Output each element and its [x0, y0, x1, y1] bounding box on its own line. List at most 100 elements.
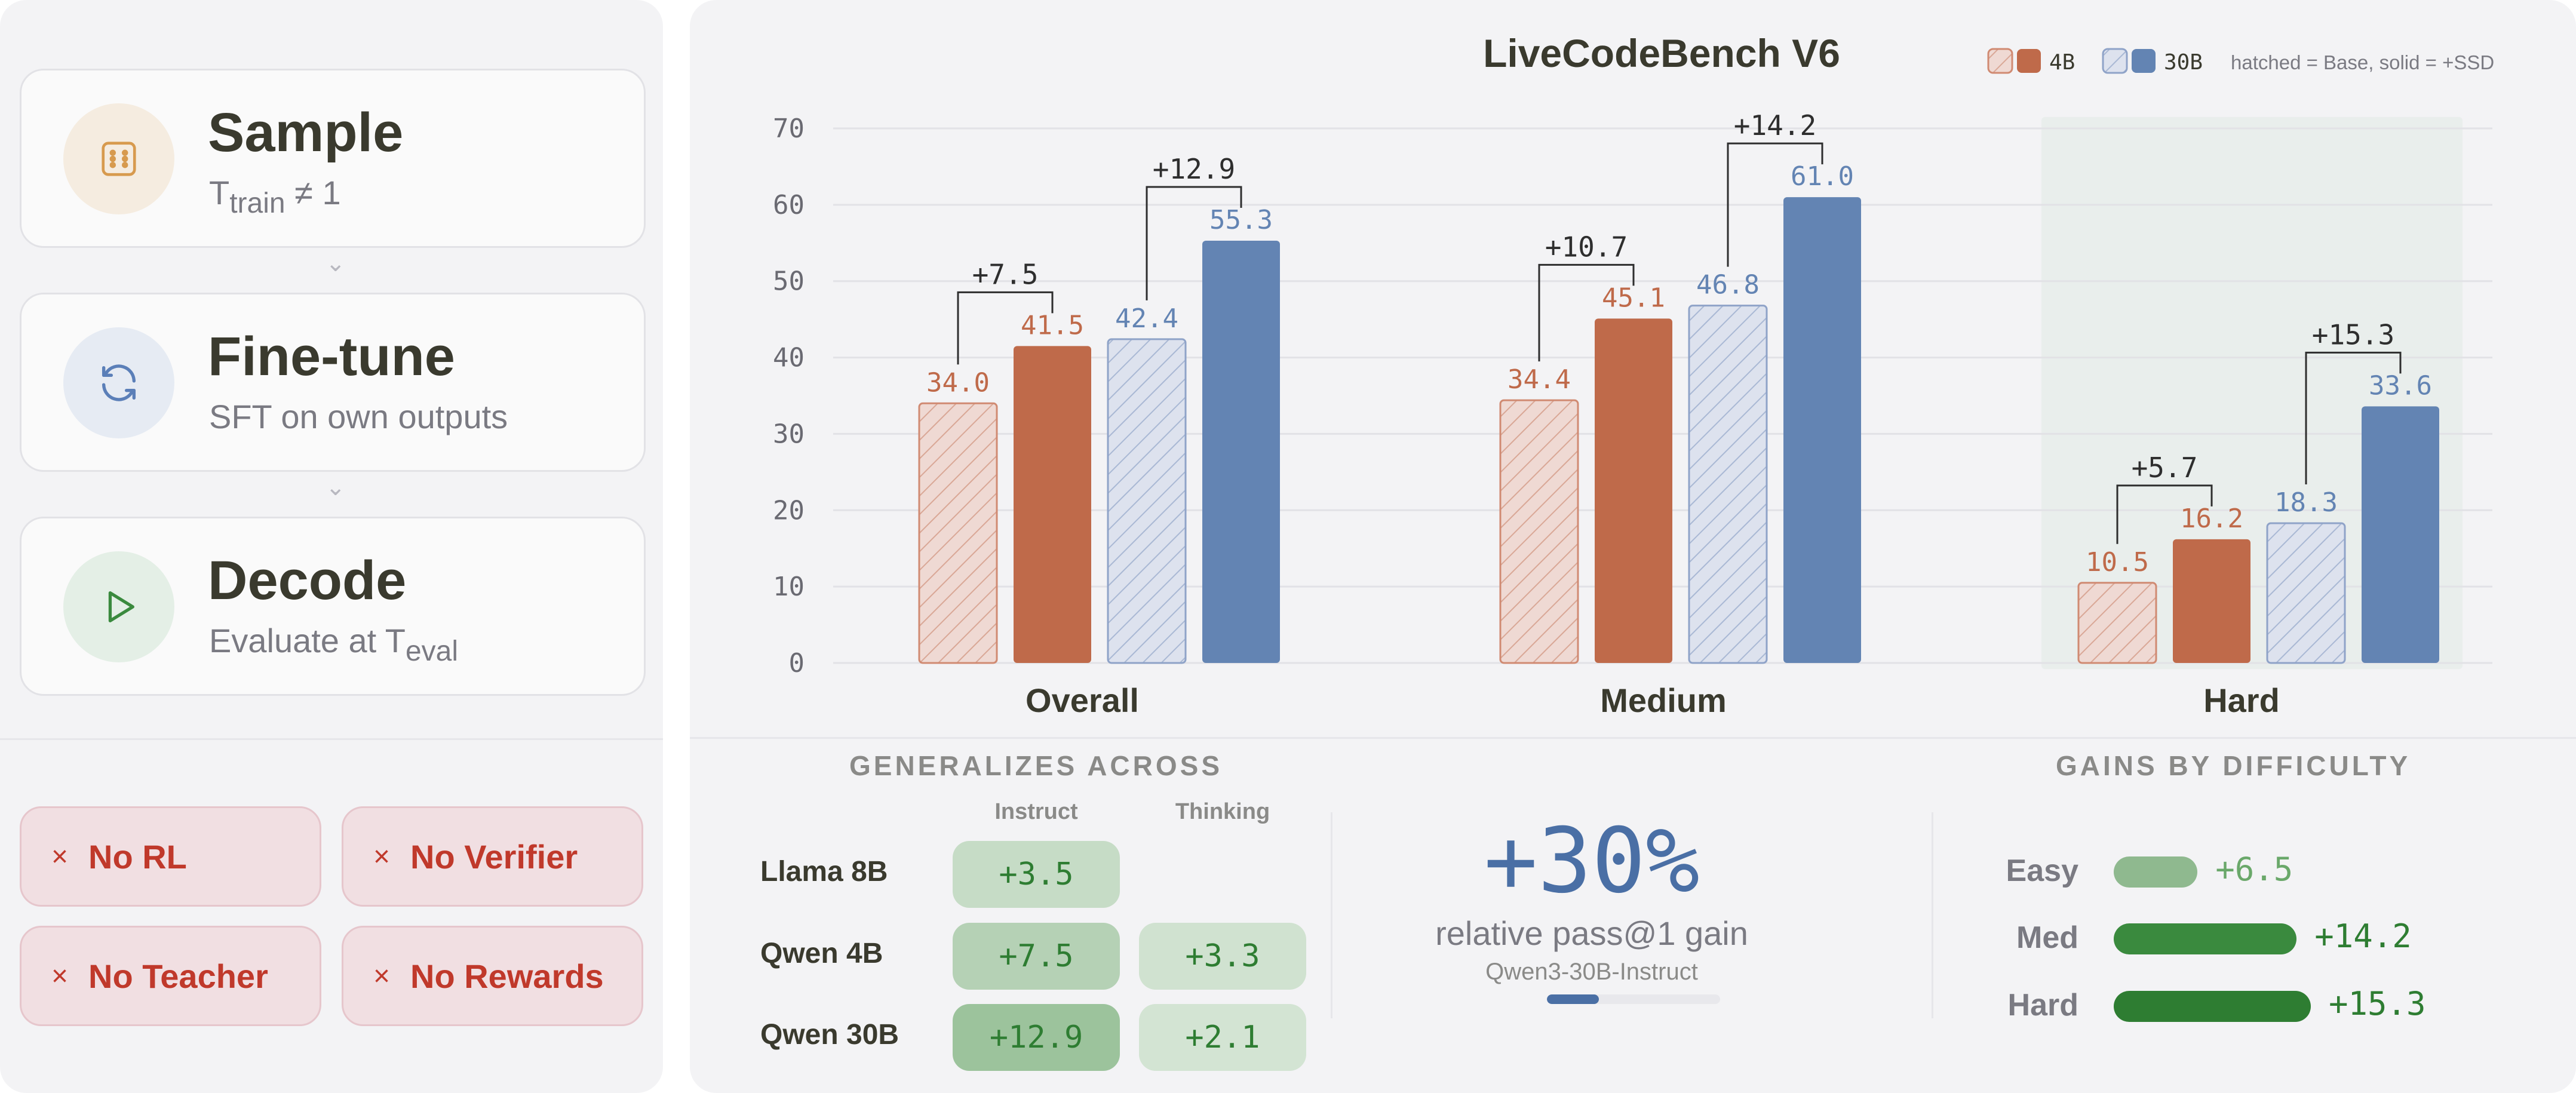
- col-head-thinking: Thinking: [1175, 799, 1270, 824]
- divider: [1932, 812, 1933, 1018]
- data-label: 33.6: [2369, 370, 2432, 401]
- y-tick-label: 10: [773, 572, 805, 602]
- chevron-down-icon: ⌄: [326, 474, 346, 501]
- headline-progress: [1547, 994, 1720, 1004]
- data-label: 34.0: [926, 367, 990, 398]
- y-tick-label: 0: [789, 648, 805, 678]
- close-icon: ×: [373, 960, 391, 992]
- step-subtitle: Evaluate at Teval: [209, 622, 459, 667]
- dice-icon: [63, 103, 174, 214]
- bar: [1014, 346, 1091, 663]
- headline-value: +30%: [1484, 809, 1700, 913]
- close-icon: ×: [51, 960, 69, 992]
- delta-bracket: [2116, 484, 2213, 544]
- legend-swatch-4b-base: [1987, 48, 2013, 74]
- data-label: 42.4: [1115, 303, 1178, 334]
- badge-no-teacher: × No Teacher: [20, 926, 321, 1026]
- data-label: 16.2: [2180, 503, 2243, 534]
- x-tick-label: Hard: [2203, 681, 2280, 719]
- data-labels: 34.0 41.5 42.4 55.3 Overall 34.4 45.1 46.8 61.0 M…: [926, 161, 2432, 719]
- chevron-down-icon: ⌄: [326, 250, 346, 277]
- divider: [0, 738, 663, 740]
- gains-title: GAINS BY DIFFICULTY: [2056, 750, 2411, 781]
- data-label: 45.1: [1602, 283, 1665, 313]
- cell-llama-8b-instruct: +3.5: [953, 841, 1120, 908]
- close-icon: ×: [373, 840, 391, 873]
- cell-qwen-30b-thinking: +2.1: [1139, 1004, 1306, 1071]
- bar: [2077, 582, 2157, 664]
- close-icon: ×: [51, 840, 69, 873]
- data-label: 10.5: [2086, 547, 2149, 578]
- cell-qwen-4b-instruct: +7.5: [953, 923, 1120, 990]
- divider: [1331, 812, 1332, 1018]
- play-icon: [63, 551, 174, 662]
- legend-swatch-4b-ssd: [2017, 49, 2041, 73]
- delta-label: +7.5: [972, 258, 1039, 290]
- bar: [918, 402, 998, 664]
- badge-no-rl: × No RL: [20, 806, 321, 907]
- gain-value-med: +14.2: [2314, 917, 2412, 955]
- gain-label-hard: Hard: [2007, 988, 2078, 1023]
- data-label: 46.8: [1696, 270, 1760, 300]
- row-label-qwen-4b: Qwen 4B: [760, 938, 883, 969]
- gain-value-easy: +6.5: [2215, 851, 2293, 888]
- x-tick-label: Overall: [1026, 681, 1139, 719]
- gain-label-med: Med: [2016, 920, 2078, 955]
- row-label-qwen-30b: Qwen 30B: [760, 1019, 899, 1051]
- chart-title: LiveCodeBench V6: [1483, 31, 1840, 75]
- gain-value-hard: +15.3: [2329, 985, 2426, 1023]
- generalizes-title: GENERALIZES ACROSS: [849, 750, 1223, 781]
- y-tick-label: 40: [773, 343, 805, 373]
- bar: [1688, 305, 1768, 664]
- bar: [2362, 406, 2439, 663]
- y-tick-label: 20: [773, 495, 805, 526]
- y-tick-label: 70: [773, 113, 805, 144]
- x-tick-label: Medium: [1600, 681, 1727, 719]
- legend-swatch-30b-base: [2102, 48, 2128, 74]
- step-title: Decode: [208, 550, 407, 611]
- delta-label: +12.9: [1153, 153, 1235, 185]
- bar: [2173, 539, 2250, 663]
- gain-bar-easy: [2114, 856, 2198, 888]
- step-card-decode: Decode Evaluate at Teval: [20, 517, 646, 696]
- hard-highlight-region: [2041, 116, 2463, 670]
- delta-label: +14.2: [1734, 109, 1816, 142]
- legend-label-4b: 4B: [2049, 50, 2075, 75]
- delta-annotations: +7.5 +12.9 +10.7 +14.2 +5.7 +15.3: [957, 109, 2402, 544]
- bar: [1595, 318, 1672, 663]
- row-label-llama-8b: Llama 8B: [760, 856, 888, 888]
- legend-label-30b: 30B: [2164, 50, 2203, 75]
- data-label: 41.5: [1021, 310, 1084, 340]
- bars: [918, 197, 2439, 664]
- step-title: Sample: [208, 102, 404, 163]
- data-label: 55.3: [1209, 205, 1273, 235]
- y-tick-label: 50: [773, 266, 805, 297]
- chart-legend: 4B 30B hatched = Base, solid = +SSD: [1987, 48, 2494, 75]
- step-subtitle: Ttrain ≠ 1: [209, 174, 341, 219]
- bar: [1783, 197, 1861, 664]
- badge-no-rewards: × No Rewards: [342, 926, 643, 1026]
- refresh-icon: [63, 327, 174, 438]
- data-label: 61.0: [1791, 161, 1854, 192]
- step-card-sample: Sample Ttrain ≠ 1: [20, 69, 646, 248]
- delta-label: +10.7: [1545, 231, 1628, 263]
- headline-sublabel: Qwen3-30B-Instruct: [1485, 959, 1698, 985]
- delta-label: +5.7: [2132, 452, 2198, 484]
- step-card-finetune: Fine-tune SFT on own outputs: [20, 293, 646, 472]
- y-tick-label: 60: [773, 190, 805, 220]
- bar: [1499, 399, 1579, 664]
- data-label: 34.4: [1507, 364, 1571, 395]
- delta-bracket: [1727, 142, 1823, 267]
- delta-bracket: [957, 291, 1054, 365]
- headline-label: relative pass@1 gain: [1435, 914, 1748, 952]
- delta-bracket: [1538, 263, 1635, 362]
- delta-label: +15.3: [2312, 318, 2394, 351]
- bar: [1202, 240, 1280, 663]
- gain-bar-med: [2114, 923, 2297, 954]
- gain-bar-hard: [2114, 991, 2311, 1022]
- col-head-instruct: Instruct: [994, 799, 1078, 824]
- legend-swatch-30b-ssd: [2132, 49, 2156, 73]
- gain-label-easy: Easy: [2006, 853, 2078, 888]
- legend-note: hatched = Base, solid = +SSD: [2231, 51, 2494, 73]
